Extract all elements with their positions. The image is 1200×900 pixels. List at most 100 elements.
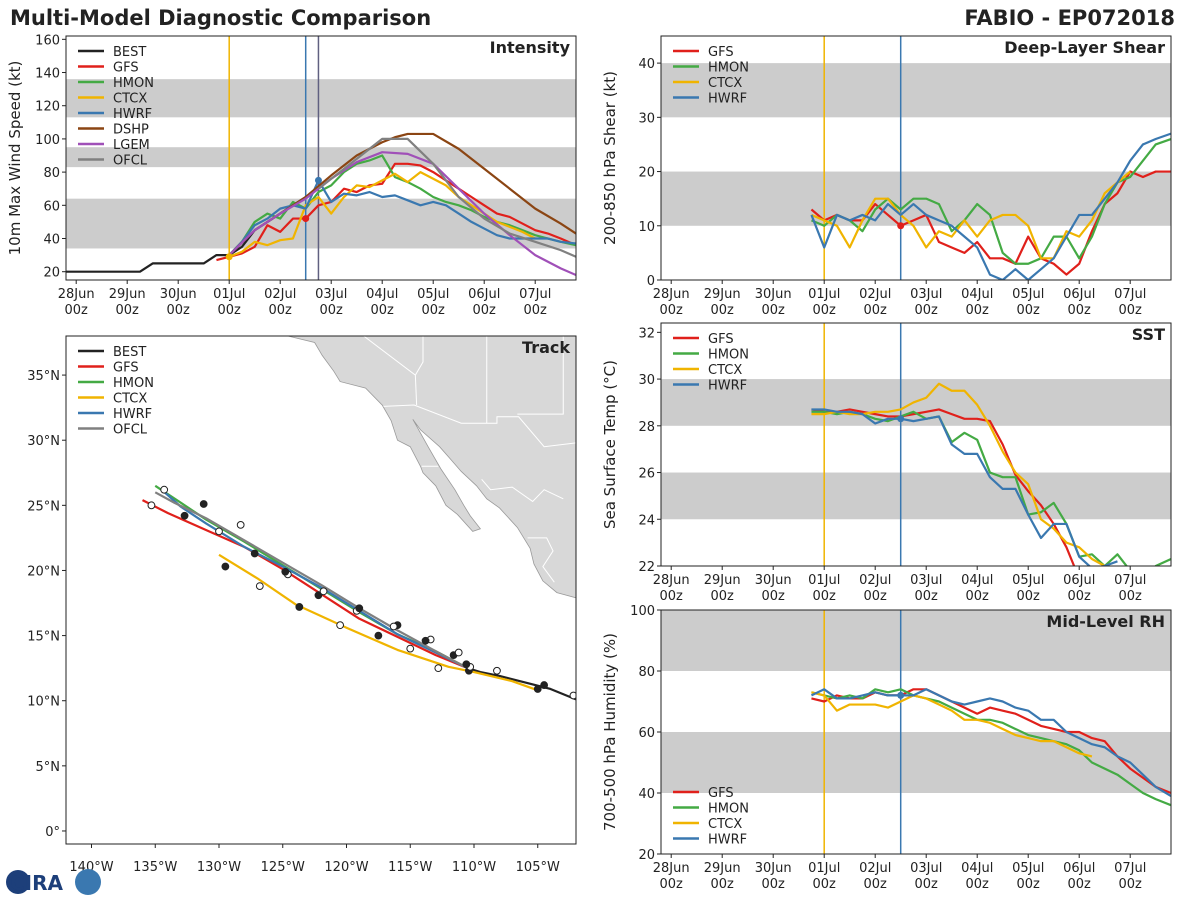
intensity-legend-label-ofcl: OFCL — [113, 154, 148, 169]
rh-xtick-label: 05Jul 00z — [1012, 861, 1044, 892]
track-point-ctcx — [221, 562, 230, 571]
rh-legend-label-gfs: GFS — [708, 786, 734, 801]
sst-series-hwrf — [811, 408, 1118, 566]
track-series-ctcx — [218, 553, 539, 692]
track-ytick-label: 20°N — [27, 564, 60, 579]
intensity-xtick-label: 03Jul 00z — [315, 287, 347, 318]
shear-frame — [660, 35, 1172, 281]
track-ytick-label: 25°N — [27, 499, 60, 514]
shear-legend-label-hmon: HMON — [708, 61, 749, 76]
rh-xtick-label: 29Jun 00z — [704, 861, 741, 892]
sst-xtick-label: 30Jun 00z — [755, 573, 792, 604]
track-point-hwrf — [281, 567, 290, 576]
intensity-ytick-label: 40 — [43, 233, 60, 248]
track-legend-label-hwrf: HWRF — [113, 407, 152, 422]
shear-panel: 0 10 20 30 40 28Jun 00z 29Jun 00z 30Jun 00z 01Jul 00… — [601, 35, 1172, 318]
sst-xtick-label: 07Jul 00z — [1114, 573, 1146, 604]
shear-band-1 — [661, 63, 1171, 118]
track-point-best — [540, 681, 549, 689]
rh-band-0 — [661, 732, 1171, 793]
rh-series-hwrf — [810, 688, 1171, 797]
logo-text: CIRA — [10, 871, 64, 895]
track-point-hwrf — [199, 500, 208, 508]
intensity-legend-label-lgem: LGEM — [113, 138, 150, 153]
intensity-ytick-label: 80 — [43, 166, 60, 181]
sst-ytick-label: 24 — [638, 513, 655, 528]
sst-xtick-label: 01Jul 00z — [808, 573, 840, 604]
shear-marker-gfs — [897, 222, 905, 230]
track-ytick-label: 10°N — [27, 695, 60, 710]
rh-xtick-label: 02Jul 00z — [859, 861, 891, 892]
sst-frame — [660, 322, 1172, 567]
track-legend-label-best: BEST — [113, 345, 146, 360]
rh-legend-label-hmon: HMON — [708, 802, 749, 817]
track-series-hmon — [154, 484, 469, 670]
track-series-hwrf — [160, 488, 469, 670]
track-xtick-label: 110°W — [452, 860, 496, 875]
rh-xtick-label: 04Jul 00z — [961, 861, 993, 892]
track-point-gfs — [314, 591, 323, 600]
track-xtick-label: 120°W — [324, 860, 368, 875]
rh-xtick-label: 03Jul 00z — [910, 861, 942, 892]
rh-ytick-label: 40 — [638, 787, 655, 802]
intensity-plot-area — [66, 36, 576, 280]
sst-marker-hwrf — [897, 415, 905, 423]
main-title: Multi-Model Diagnostic Comparison — [10, 6, 431, 30]
sst-y-axis-label: Sea Surface Temp (°C) — [601, 360, 619, 529]
track-legend-label-ofcl: OFCL — [113, 423, 148, 438]
track-xtick-label: 125°W — [261, 860, 305, 875]
shear-ytick-label: 20 — [638, 166, 655, 181]
rh-ytick-label: 60 — [638, 726, 655, 741]
rh-panel: 20 40 60 80 100 28Jun 00z 29Jun 00z 30Jun 00z 01Jul… — [601, 604, 1172, 892]
shear-xtick-label: 04Jul 00z — [961, 287, 993, 318]
intensity-legend-label-dshp: DSHP — [113, 123, 149, 138]
shear-xtick-label: 28Jun 00z — [653, 287, 690, 318]
sst-plot-area — [661, 323, 1171, 566]
sst-ytick-label: 32 — [638, 326, 655, 341]
shear-xtick-label: 03Jul 00z — [910, 287, 942, 318]
track-ytick-label: 30°N — [27, 434, 60, 449]
shear-ytick-label: 10 — [638, 220, 655, 235]
logo-globe-icon — [6, 870, 30, 894]
sst-ytick-label: 30 — [638, 373, 655, 388]
track-point-ctcx — [295, 603, 304, 611]
intensity-series-ofcl — [317, 137, 576, 258]
shear-ytick-label: 40 — [638, 57, 655, 72]
track-legend-label-ctcx: CTCX — [113, 392, 147, 407]
track-xtick-label: 115°W — [388, 860, 432, 875]
intensity-xtick-label: 28Jun 00z — [58, 287, 95, 318]
sst-xtick-label: 29Jun 00z — [704, 573, 741, 604]
shear-series-gfs — [810, 170, 1171, 276]
track-series-best — [467, 667, 576, 701]
track-point-ctcx — [434, 664, 443, 673]
state-border-0 — [383, 404, 576, 448]
cira-logo: CIRA — [6, 869, 101, 895]
track-point-best — [493, 666, 501, 675]
shear-xtick-label: 05Jul 00z — [1012, 287, 1044, 318]
rh-xtick-label: 30Jun 00z — [755, 861, 792, 892]
track-frame — [65, 335, 577, 845]
intensity-ytick-label: 60 — [43, 199, 60, 214]
intensity-ytick-label: 120 — [35, 100, 60, 115]
rh-xtick-label: 01Jul 00z — [808, 861, 840, 892]
rh-plot-area — [661, 610, 1171, 854]
sst-panel: 22 24 26 28 30 32 28Jun 00z 29Jun 00z 30Jun 00z 01Ju… — [601, 322, 1172, 604]
shear-xtick-label: 30Jun 00z — [755, 287, 792, 318]
sst-legend-label-gfs: GFS — [708, 332, 734, 347]
sst-series-hmon — [811, 410, 1171, 566]
shear-xtick-label: 01Jul 00z — [808, 287, 840, 318]
sst-xtick-label: 04Jul 00z — [961, 573, 993, 604]
track-point-best — [569, 691, 576, 700]
track-point-ctcx — [533, 685, 542, 693]
track-panel: 0° 5°N 10°N 15°N 20°N 25°N 30°N 35°N 140°W 135°W 1… — [27, 335, 577, 875]
track-point-hwrf — [319, 587, 328, 596]
intensity-band-2 — [66, 79, 576, 118]
state-border-2 — [414, 336, 424, 376]
intensity-xtick-label: 29Jun 00z — [109, 287, 146, 318]
sst-legend-label-hwrf: HWRF — [708, 379, 747, 394]
track-ytick-label: 35°N — [27, 369, 60, 384]
intensity-ytick-label: 160 — [35, 33, 60, 48]
intensity-legend-label-best: BEST — [113, 45, 146, 60]
intensity-marker-gfs — [302, 215, 310, 223]
